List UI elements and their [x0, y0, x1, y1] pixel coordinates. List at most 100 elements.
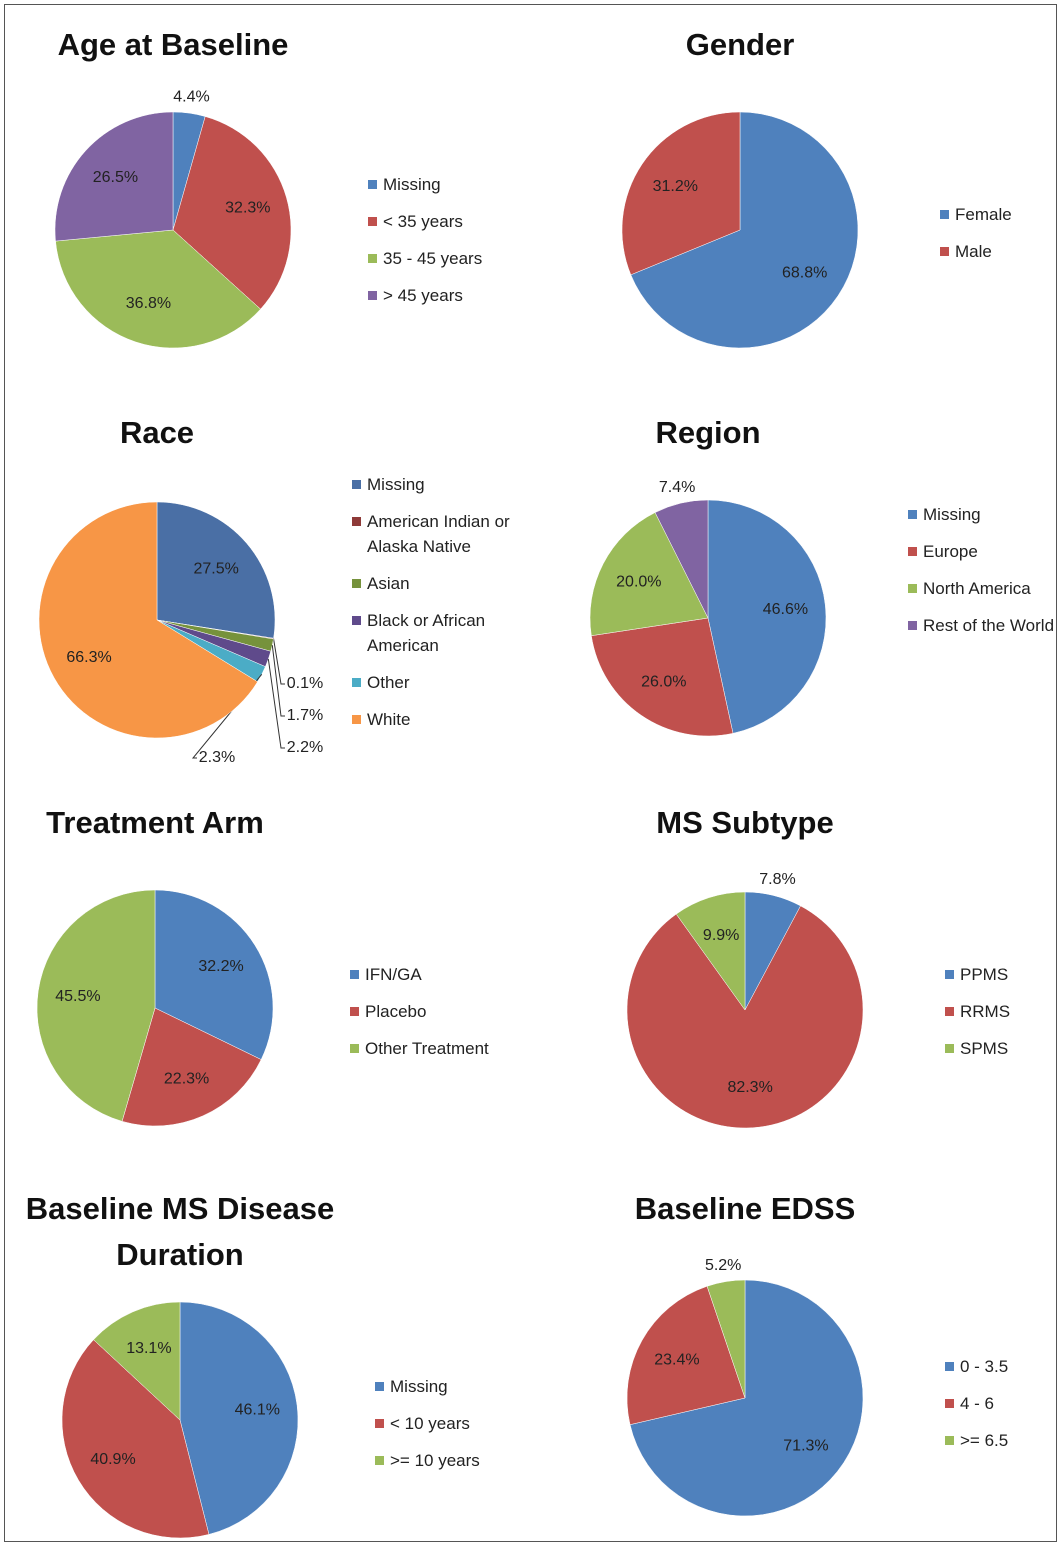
data-label: 4.4% — [173, 88, 209, 105]
legend-item: Rest of the World — [908, 613, 1058, 638]
pie-slice — [630, 111, 859, 349]
pie-slice — [591, 617, 734, 737]
legend-item: Black or African American — [352, 608, 522, 658]
legend-item: North America — [908, 576, 1058, 601]
legend-item: Asian — [352, 571, 522, 596]
legend-label: Male — [955, 242, 992, 261]
legend-label: 0 - 3.5 — [960, 1357, 1009, 1376]
data-label: 13.1% — [126, 1340, 171, 1357]
legend-label: Europe — [923, 542, 978, 561]
legend-item: Other — [352, 670, 522, 695]
legend-swatch — [368, 291, 377, 300]
legend-swatch — [908, 547, 917, 556]
legend-label: Placebo — [365, 1002, 427, 1021]
legend-item: SPMS — [945, 1036, 1060, 1061]
legend-label: < 35 years — [383, 212, 463, 231]
pie-slice — [38, 501, 258, 739]
legend-swatch — [945, 1044, 954, 1053]
legend-item: > 45 years — [368, 283, 548, 308]
data-label: 46.1% — [235, 1402, 280, 1419]
legend-swatch — [375, 1419, 384, 1428]
legend-swatch — [352, 715, 361, 724]
data-label: 1.7% — [287, 707, 323, 724]
legend-label: 4 - 6 — [960, 1394, 995, 1413]
legend-item: < 35 years — [368, 209, 548, 234]
data-label: 82.3% — [727, 1079, 772, 1096]
legend-label: Rest of the World — [923, 616, 1055, 635]
pie-slice — [626, 905, 864, 1129]
pie-slice — [61, 1339, 210, 1539]
pie-slice — [154, 889, 274, 1060]
legend-label: Missing — [390, 1377, 448, 1396]
chart-title: Age at Baseline — [57, 27, 289, 62]
legend-item: Missing — [368, 172, 548, 197]
legend: Missing American Indian or Alaska Native A… — [352, 460, 522, 744]
legend-swatch — [368, 217, 377, 226]
pie-slice — [654, 499, 709, 619]
legend-label: PPMS — [960, 965, 1009, 984]
chart-title: Region — [655, 415, 761, 450]
legend-label: IFN/GA — [365, 965, 422, 984]
leader-line — [271, 645, 285, 717]
legend: IFN/GA Placebo Other Treatment — [350, 950, 530, 1073]
pie-slice — [675, 891, 746, 1011]
data-label: 23.4% — [654, 1351, 699, 1368]
legend-swatch — [945, 1007, 954, 1016]
legend-swatch — [352, 579, 361, 588]
legend-swatch — [352, 480, 361, 489]
legend-label: Black or African American — [367, 611, 486, 655]
legend-label: American Indian or Alaska Native — [367, 512, 510, 556]
legend-item: 0 - 3.5 — [945, 1354, 1060, 1379]
legend-label: >= 6.5 — [960, 1431, 1009, 1450]
legend-swatch — [368, 180, 377, 189]
legend-swatch — [908, 584, 917, 593]
legend-item: Other Treatment — [350, 1036, 530, 1061]
legend-item: 35 - 45 years — [368, 246, 548, 271]
data-label: 2.3% — [199, 749, 235, 766]
pie-slice — [179, 1301, 299, 1535]
pie-slice — [93, 1301, 181, 1421]
chart-title: Race — [119, 415, 195, 450]
legend-label: 35 - 45 years — [383, 249, 483, 268]
legend-swatch — [945, 1362, 954, 1371]
legend-swatch — [945, 1436, 954, 1445]
pie-slice — [54, 111, 174, 242]
chart-title: Baseline MS Disease Duration — [25, 1191, 335, 1272]
legend-label: North America — [923, 579, 1031, 598]
legend-item: >= 10 years — [375, 1448, 555, 1473]
legend-item: White — [352, 707, 522, 732]
legend-swatch — [350, 970, 359, 979]
legend-label: SPMS — [960, 1039, 1009, 1058]
legend-swatch — [352, 678, 361, 687]
pie-slice — [629, 1279, 864, 1517]
leader-line — [267, 658, 285, 749]
legend-label: > 45 years — [383, 286, 463, 305]
legend-label: Missing — [923, 505, 981, 524]
legend-item: >= 6.5 — [945, 1428, 1060, 1453]
legend-swatch — [945, 1399, 954, 1408]
pie-slice — [589, 512, 709, 637]
legend-item: Male — [940, 239, 1055, 264]
data-label: 26.5% — [93, 169, 138, 186]
legend-label: Female — [955, 205, 1012, 224]
legend-item: Missing — [908, 502, 1058, 527]
legend: Missing < 10 years >= 10 years — [375, 1362, 555, 1485]
legend-label: >= 10 years — [390, 1451, 480, 1470]
data-label: 7.4% — [659, 479, 695, 496]
leader-line — [273, 638, 285, 685]
legend: PPMS RRMS SPMS — [945, 950, 1060, 1073]
legend-item: Europe — [908, 539, 1058, 564]
data-label: 2.2% — [287, 739, 323, 756]
data-label: 26.0% — [641, 673, 686, 690]
legend-item: American Indian or Alaska Native — [352, 509, 522, 559]
data-label: 66.3% — [66, 649, 111, 666]
pie-slice — [156, 501, 276, 639]
pie-slice — [626, 1285, 746, 1425]
legend-swatch — [945, 970, 954, 979]
legend-swatch — [940, 210, 949, 219]
legend-item: 4 - 6 — [945, 1391, 1060, 1416]
pie-slice — [55, 229, 261, 349]
data-label: 71.3% — [783, 1438, 828, 1455]
